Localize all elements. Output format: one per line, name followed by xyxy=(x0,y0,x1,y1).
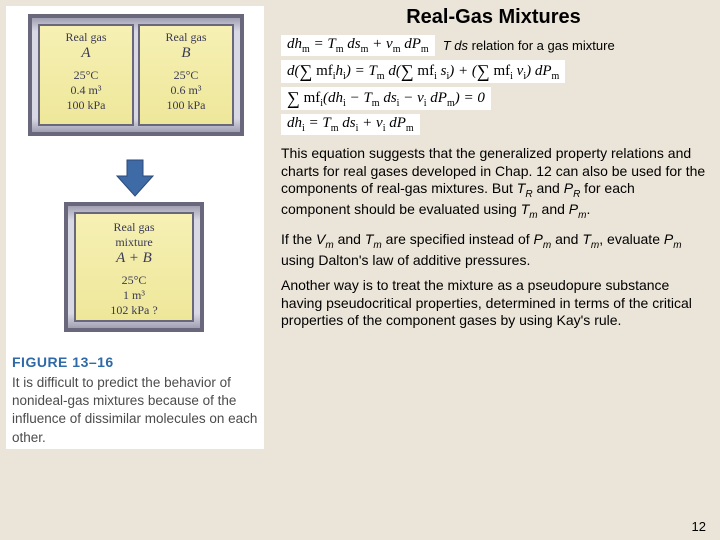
equation-4-row: dhi = Tm dsi + vi dPm xyxy=(281,114,706,135)
equation-2: d(∑ mfihi) = Tm d(∑ mfi si) + (∑ mfi vi)… xyxy=(281,60,565,83)
page-title: Real-Gas Mixtures xyxy=(281,6,706,29)
figure-mixture-box: Real gas mixture A + B 25°C 1 m³ 102 kPa… xyxy=(6,198,264,348)
figure-top-boxes: Real gas A 25°C 0.4 m³ 100 kPa Real gas … xyxy=(6,6,264,156)
figure-caption-text: It is difficult to predict the behavior … xyxy=(12,374,258,447)
equation-2-row: d(∑ mfihi) = Tm d(∑ mfi si) + (∑ mfi vi)… xyxy=(281,60,706,83)
figure-caption: FIGURE 13–16 It is difficult to predict … xyxy=(6,348,264,449)
equation-4: dhi = Tm dsi + vi dPm xyxy=(281,114,420,135)
paragraph-3: Another way is to treat the mixture as a… xyxy=(281,277,706,330)
equation-1-note: T ds relation for a gas mixture xyxy=(443,38,615,53)
content-column: Real-Gas Mixtures dhm = Tm dsm + vm dPm … xyxy=(275,0,720,540)
page-number: 12 xyxy=(692,519,706,534)
figure-number: FIGURE 13–16 xyxy=(12,354,258,370)
body-text: This equation suggests that the generali… xyxy=(281,145,706,330)
gas-box-a: Real gas A 25°C 0.4 m³ 100 kPa xyxy=(38,24,134,126)
figure-13-16: Real gas A 25°C 0.4 m³ 100 kPa Real gas … xyxy=(6,6,264,449)
equation-1: dhm = Tm dsm + vm dPm xyxy=(281,35,435,56)
gas-box-b: Real gas B 25°C 0.6 m³ 100 kPa xyxy=(138,24,234,126)
equation-1-row: dhm = Tm dsm + vm dPm T ds relation for … xyxy=(281,35,706,56)
figure-column: Real gas A 25°C 0.4 m³ 100 kPa Real gas … xyxy=(0,0,275,540)
equation-3: ∑ mfi(dhi − Tm dsi − vi dPm) = 0 xyxy=(281,87,491,110)
down-arrow-icon xyxy=(6,156,264,198)
equation-3-row: ∑ mfi(dhi − Tm dsi − vi dPm) = 0 xyxy=(281,87,706,110)
paragraph-1: This equation suggests that the generali… xyxy=(281,145,706,223)
paragraph-2: If the Vm and Tm are specified instead o… xyxy=(281,231,706,270)
